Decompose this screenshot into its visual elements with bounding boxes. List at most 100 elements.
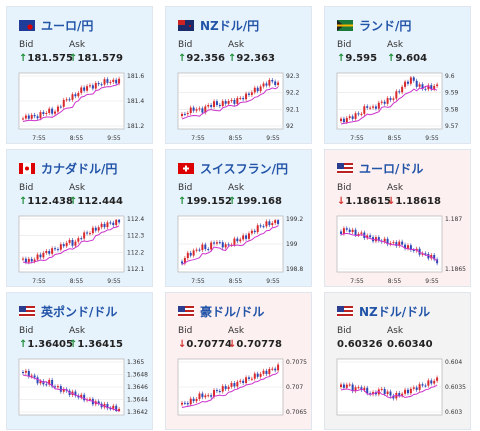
pair-title[interactable]: カナダドル/円 <box>41 162 118 176</box>
candle-body <box>340 384 342 387</box>
mini-chart[interactable]: 92.3 92.2 92.1 92 7:55 8:55 9:55 <box>166 69 313 145</box>
candle-body <box>189 252 192 256</box>
bid-value: ↑199.152 <box>178 196 232 207</box>
candle-body <box>224 244 227 248</box>
pair-title[interactable]: ユーロ/円 <box>41 19 94 33</box>
bid-arrow-icon: ↑ <box>178 196 187 207</box>
x-tick-label: 9:55 <box>266 135 280 142</box>
candle-body <box>277 82 280 85</box>
rate-card[interactable]: 英ポンド/ドル Bid Ask ↑1.36405 ↑1.36415 1.365 1.3648… <box>6 292 153 430</box>
rate-card[interactable]: ランド/円 Bid Ask ↑9.595 ↑9.604 9.6 9.59 9.58 9.57 7:… <box>324 6 471 144</box>
bid-value: ↑112.438 <box>19 196 73 207</box>
x-tick-label: 9:55 <box>107 135 121 142</box>
candle-body <box>192 398 195 402</box>
candle-body <box>183 258 186 264</box>
candle-body <box>109 222 112 224</box>
pair-title[interactable]: スイスフラン/円 <box>200 162 289 176</box>
candle-body <box>183 402 186 404</box>
candle-body <box>210 105 213 107</box>
candle-body <box>192 107 195 111</box>
rate-card[interactable]: ユーロ/円 Bid Ask ↑181.575 ↑181.579 181.6 181.4 181… <box>6 6 153 144</box>
mini-chart[interactable]: 181.6 181.4 181.2 7:55 8:55 9:55 <box>7 69 154 145</box>
y-tick-label: 181.2 <box>127 123 144 130</box>
candle-body <box>340 118 342 121</box>
rate-card[interactable]: スイスフラン/円 Bid Ask ↑199.152 ↑ 199.168 199.2 199 19… <box>165 149 312 287</box>
candle-body <box>100 84 103 86</box>
rate-card[interactable]: 豪ドル/ドル Bid Ask ↓0.70774 ↓0.70778 0.7075 0.707 0… <box>165 292 312 430</box>
mini-chart[interactable]: 1.365 1.3648 1.3646 1.3644 1.3642 <box>7 355 154 431</box>
bid-value: 0.60326 <box>337 339 383 350</box>
mini-chart[interactable]: 112.4 112.3 112.2 112.1 7:55 8:55 9:55 <box>7 212 154 288</box>
candle-body <box>415 80 418 87</box>
mini-chart[interactable]: 0.604 0.6035 0.603 <box>325 355 472 431</box>
candle-body <box>262 83 265 87</box>
x-tick-label: 8:55 <box>388 135 402 142</box>
bid-label: Bid <box>178 183 193 193</box>
candle-body <box>215 390 218 392</box>
pair-title[interactable]: ランド/円 <box>359 19 412 33</box>
rate-card[interactable]: NZドル/円 Bid Ask ↑92.356 ↑92.363 92.3 92.2 92.1 92… <box>165 6 312 144</box>
candle-body <box>418 84 421 87</box>
ask-arrow-icon: ↑ <box>387 53 396 64</box>
pair-title[interactable]: NZドル/ドル <box>359 305 431 319</box>
mini-chart[interactable]: 199.2 199 198.8 7:55 8:55 9:55 <box>166 212 313 288</box>
candle-body <box>51 108 54 114</box>
bid-value: ↑9.595 <box>337 53 377 64</box>
candle-body <box>201 244 204 251</box>
candle-body <box>253 230 256 233</box>
ask-price: 199.168 <box>236 196 282 207</box>
x-tick-label: 8:55 <box>70 278 84 285</box>
mini-chart[interactable]: 1.187 1.1865 7:55 8:55 9:55 <box>325 212 472 288</box>
y-tick-label: 92.1 <box>286 106 300 113</box>
ask-label: Ask <box>387 40 404 50</box>
ask-value: ↑181.579 <box>69 53 123 64</box>
mini-chart[interactable]: 0.7075 0.707 0.7065 <box>166 355 313 431</box>
x-tick-label: 9:55 <box>107 278 121 285</box>
y-tick-label: 9.58 <box>445 106 459 113</box>
rate-card[interactable]: NZドル/ドル Bid Ask 0.60326 0.60340 0.604 0.6035 0.… <box>324 292 471 430</box>
ask-price: 0.60340 <box>387 339 433 350</box>
candle-body <box>351 384 354 392</box>
ask-price: 1.18618 <box>395 196 441 207</box>
candle-body <box>245 377 248 384</box>
x-tick-label: 7:55 <box>191 278 205 285</box>
bid-label: Bid <box>178 326 193 336</box>
candle-body <box>207 249 210 251</box>
candle-body <box>256 225 259 233</box>
rate-card[interactable]: ユーロ/ドル Bid Ask ↓1.18615 ↓1.18618 1.187 1.1865 7… <box>324 149 471 287</box>
pair-title[interactable]: 英ポンド/ドル <box>41 305 118 319</box>
candle-body <box>430 380 433 384</box>
y-tick-label: 1.3646 <box>127 384 148 391</box>
rate-card[interactable]: カナダドル/円 Bid Ask ↑112.438 ↑112.444 112.4 112.3 1… <box>6 149 153 287</box>
candle-body <box>366 387 369 394</box>
mini-chart[interactable]: 9.6 9.59 9.58 9.57 7:55 8:55 9:55 <box>325 69 472 145</box>
candle-body <box>45 251 48 253</box>
candle-body <box>242 97 245 100</box>
candle-body <box>271 223 274 226</box>
chart-svg: 181.6 181.4 181.2 7:55 8:55 9:55 <box>18 72 144 142</box>
candle-body <box>421 253 424 255</box>
moving-average-line <box>181 372 279 408</box>
candle-body <box>207 395 210 397</box>
candle-body <box>354 113 357 119</box>
pair-title[interactable]: 豪ドル/ドル <box>200 305 265 319</box>
flag-icon <box>19 20 35 31</box>
candle-body <box>271 368 274 370</box>
ask-value: 0.60340 <box>387 339 433 350</box>
pair-title[interactable]: ユーロ/ドル <box>359 162 424 176</box>
candle-body <box>242 380 245 384</box>
candle-body <box>106 403 109 409</box>
candle-body <box>115 79 118 84</box>
candle-body <box>401 241 404 245</box>
flag-icon <box>19 306 35 317</box>
ask-label: Ask <box>387 183 404 193</box>
candle-body <box>274 81 277 85</box>
candle-body <box>215 242 218 244</box>
ask-price: 1.36415 <box>77 339 123 350</box>
ask-label: Ask <box>228 40 245 50</box>
candle-body <box>436 84 439 86</box>
y-tick-label: 9.57 <box>445 123 459 130</box>
ask-label: Ask <box>228 183 245 193</box>
candle-body <box>233 238 236 245</box>
pair-title[interactable]: NZドル/円 <box>200 19 260 33</box>
